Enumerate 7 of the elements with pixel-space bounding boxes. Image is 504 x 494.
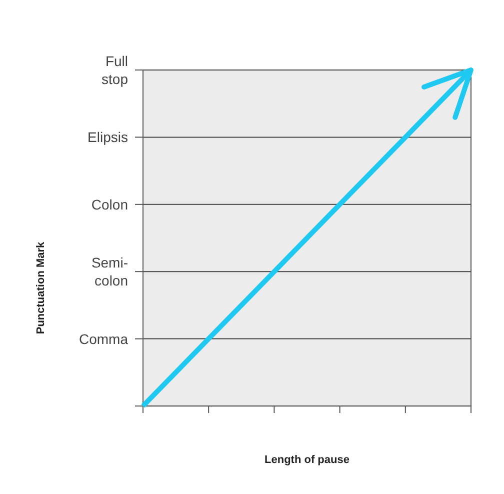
y-tick-label: Colon <box>91 196 128 212</box>
y-tick-label: Elipsis <box>88 129 128 146</box>
y-tick-label: Full stop <box>102 53 128 87</box>
x-axis-title: Length of pause <box>264 454 350 466</box>
y-axis-title: Punctuation Mark <box>35 240 47 334</box>
y-tick-label: Semi-colon <box>91 254 128 289</box>
y-tick-label: Comma <box>78 330 128 347</box>
